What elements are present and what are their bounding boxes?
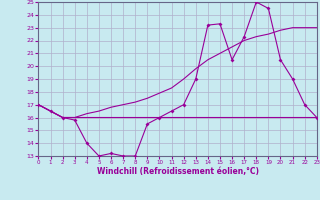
X-axis label: Windchill (Refroidissement éolien,°C): Windchill (Refroidissement éolien,°C) <box>97 167 259 176</box>
